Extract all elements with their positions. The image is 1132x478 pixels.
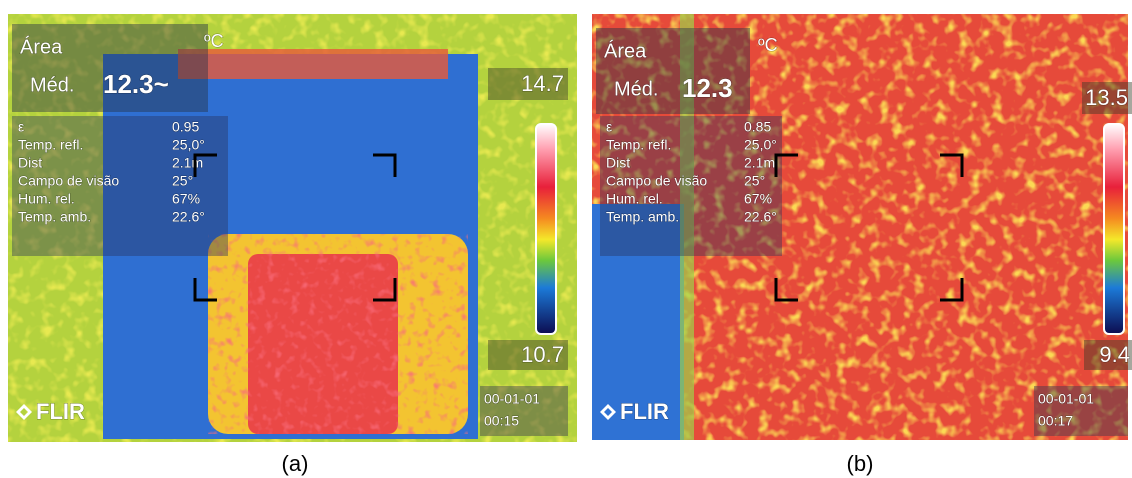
mean-value: 12.3~ [103,69,169,99]
mean-value: 12.3 [682,73,733,103]
mean-label: Méd. [614,78,658,100]
parameter-value: 25° [172,173,193,189]
unit: ºC [204,31,224,51]
mean-label: Méd. [30,74,74,96]
color-bar [536,124,556,334]
unit: ºC [758,35,778,55]
parameter-label: Campo de visão [606,173,707,189]
caption: (a) [282,451,309,476]
parameter-value: 67% [744,191,772,207]
color-bar [1104,124,1124,334]
parameter-label: Dist [18,155,42,171]
thermal-panel: Área ºC Méd. 12.3 ε 0.85 Temp. refl. 25,0° Dist 2… [592,14,1132,440]
date: 00-01-01 [1038,391,1094,407]
date: 00-01-01 [484,391,540,407]
scale-min: 10.7 [521,342,564,367]
parameter-label: Hum. rel. [18,191,75,207]
area-label: Área [20,35,63,58]
time: 00:17 [1038,413,1073,429]
caption: (b) [847,451,874,476]
parameter-value: 2.1m [744,155,775,171]
parameter-label: Temp. refl. [606,137,671,153]
logo: FLIR [620,399,669,424]
parameter-label: Dist [606,155,630,171]
figure: Área ºC Méd. 12.3~ ε 0.95 Temp. refl. 25,0° Dist… [0,0,1132,478]
noise2 [208,234,468,434]
parameter-label: Campo de visão [18,173,119,189]
thermal-panel: Área ºC Méd. 12.3~ ε 0.95 Temp. refl. 25,0° Dist… [8,14,577,442]
parameter-value: 25° [744,173,765,189]
warm-top [178,49,448,79]
parameter-label: ε [18,119,24,135]
scale-max: 13.5 [1085,85,1128,110]
parameter-label: Temp. amb. [606,209,679,225]
parameter-value: 0.85 [744,119,771,135]
logo: FLIR [36,399,85,424]
parameter-value: 22.6° [172,209,205,225]
area-label: Área [604,39,647,62]
parameter-label: Temp. amb. [18,209,91,225]
parameter-value: 0.95 [172,119,199,135]
time: 00:15 [484,413,519,429]
parameter-value: 25,0° [172,137,205,153]
parameter-label: Hum. rel. [606,191,663,207]
parameter-label: Temp. refl. [18,137,83,153]
scale-max: 14.7 [521,71,564,96]
parameter-value: 25,0° [744,137,777,153]
parameter-value: 22.6° [744,209,777,225]
scale-min: 9.4 [1099,342,1130,367]
parameter-value: 67% [172,191,200,207]
parameter-label: ε [606,119,612,135]
parameter-value: 2.1m [172,155,203,171]
